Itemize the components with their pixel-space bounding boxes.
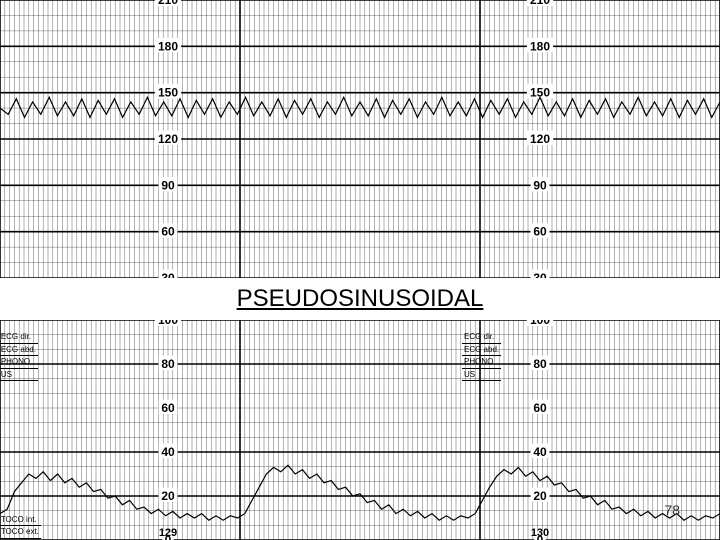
fhr-panel: 306090120150180210306090120150180210 <box>0 0 720 278</box>
mode-label-row: ECG dir. <box>0 331 38 344</box>
y-tick-label: 180 <box>530 39 550 53</box>
mode-label-row: TOCO ext. <box>0 526 41 539</box>
mode-label-row: TOCO int. <box>0 514 41 527</box>
mode-label-row: ECG abd. <box>0 344 38 357</box>
y-tick-label: 20 <box>533 489 547 503</box>
y-tick-label: 20 <box>161 489 175 503</box>
y-tick-label: 180 <box>158 39 178 53</box>
y-tick-label: 120 <box>158 132 178 146</box>
y-tick-label: 30 <box>533 271 547 278</box>
mode-label-row: US <box>0 369 38 382</box>
strip-number: 130 <box>531 527 549 539</box>
y-tick-label: 90 <box>533 178 547 192</box>
mode-label-row: PHONO <box>0 356 38 369</box>
title-band: PSEUDOSINUSOIDAL <box>0 278 720 320</box>
mode-label-row: ECG dir. <box>462 331 501 344</box>
mode-labels-bottom: TOCO int.TOCO ext. <box>0 514 41 539</box>
y-tick-label: 100 <box>530 320 550 327</box>
toco-panel: 020406080100020406080100129130 <box>0 320 720 540</box>
title-text: PSEUDOSINUSOIDAL <box>237 285 484 313</box>
y-tick-label: 40 <box>161 445 175 459</box>
grid <box>0 320 720 540</box>
y-tick-label: 80 <box>533 357 547 371</box>
y-tick-label: 60 <box>533 401 547 415</box>
toco-svg: 020406080100020406080100129130 <box>0 320 720 540</box>
y-tick-label: 40 <box>533 445 547 459</box>
ctg-slide: 306090120150180210306090120150180210 PSE… <box>0 0 720 540</box>
grid <box>0 0 720 278</box>
y-tick-label: 80 <box>161 357 175 371</box>
fhr-svg: 306090120150180210306090120150180210 <box>0 0 720 278</box>
mode-labels-top: ECG dir.ECG abd.PHONOUS <box>462 331 501 381</box>
strip-number-labels: 129 130 <box>159 527 549 539</box>
mode-labels-top: ECG dir.ECG abd.PHONOUS <box>0 331 38 381</box>
y-tick-label: 100 <box>158 320 178 327</box>
y-tick-label: 60 <box>533 225 547 239</box>
mode-label-row: US <box>462 369 501 382</box>
y-tick-label: 150 <box>158 86 178 100</box>
y-tick-label: 210 <box>158 0 178 7</box>
strip-number: 129 <box>159 527 177 539</box>
y-tick-label: 60 <box>161 225 175 239</box>
page-number: 78 <box>664 502 680 518</box>
y-tick-label: 120 <box>530 132 550 146</box>
y-tick-label: 210 <box>530 0 550 7</box>
mode-label-row: PHONO <box>462 356 501 369</box>
y-tick-label: 90 <box>161 178 175 192</box>
mode-label-row: ECG abd. <box>462 344 501 357</box>
y-tick-label: 30 <box>161 271 175 278</box>
y-tick-label: 60 <box>161 401 175 415</box>
